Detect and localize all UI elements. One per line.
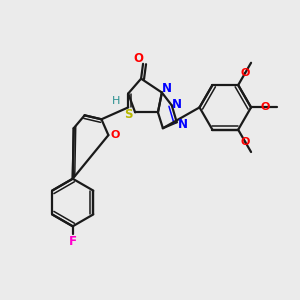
Text: O: O [240, 68, 250, 78]
Text: H: H [112, 97, 121, 106]
Text: O: O [111, 130, 120, 140]
Text: F: F [69, 235, 77, 248]
Text: N: N [178, 118, 188, 131]
Text: N: N [172, 98, 182, 111]
Text: N: N [162, 82, 172, 95]
Text: O: O [240, 137, 250, 147]
Text: O: O [260, 102, 270, 112]
Text: S: S [124, 108, 133, 121]
Text: O: O [133, 52, 143, 65]
